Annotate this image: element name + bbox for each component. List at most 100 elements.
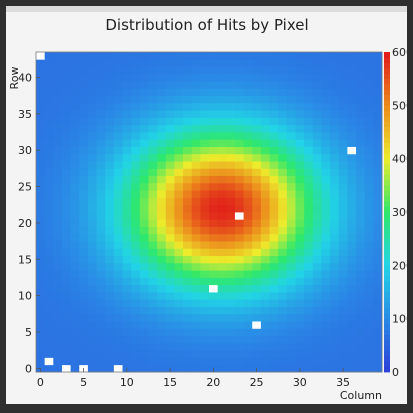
heatmap-cell: [157, 102, 167, 111]
heatmap-cell: [70, 110, 80, 118]
heatmap-cell: [183, 52, 193, 60]
heatmap-cell: [252, 204, 262, 213]
heatmap-cell: [364, 219, 374, 227]
heatmap-cell: [312, 350, 322, 358]
heatmap-cell: [191, 52, 201, 60]
heatmap-cell: [131, 66, 141, 75]
heatmap-cell: [87, 81, 97, 89]
heatmap-cell: [373, 73, 383, 82]
heatmap-cell: [70, 299, 80, 307]
heatmap-cell: [373, 212, 383, 220]
heatmap-cell: [191, 59, 201, 67]
heatmap-cell: [36, 110, 46, 118]
heatmap-cell: [44, 175, 54, 184]
heatmap-cell: [209, 146, 219, 155]
heatmap-cell: [209, 241, 219, 249]
heatmap-cell: [260, 102, 270, 111]
heatmap-cell: [191, 132, 201, 140]
heatmap-cell: [148, 262, 158, 271]
heatmap-cell: [312, 299, 322, 307]
heatmap-cell: [174, 262, 184, 271]
heatmap-cell: [295, 284, 305, 293]
heatmap-cell: [96, 73, 106, 82]
heatmap-cell: [321, 212, 331, 220]
heatmap-cell: [217, 226, 227, 235]
heatmap-cell: [131, 204, 141, 213]
heatmap-cell: [217, 182, 227, 191]
heatmap-cell: [139, 175, 149, 184]
colorbar-segment: [384, 196, 390, 202]
heatmap-cell: [226, 284, 236, 293]
heatmap-cell: [53, 161, 63, 169]
heatmap-cell: [252, 292, 262, 300]
heatmap-cell: [148, 132, 158, 140]
heatmap-cell: [148, 219, 158, 227]
heatmap-cell: [373, 364, 383, 373]
heatmap-cell: [252, 321, 262, 329]
heatmap-cell: [87, 168, 97, 177]
heatmap-cell: [209, 219, 219, 227]
heatmap-cell: [243, 219, 253, 227]
heatmap-cell: [304, 52, 314, 60]
heatmap-cell: [105, 66, 115, 75]
heatmap-cell: [113, 204, 123, 213]
heatmap-cell: [157, 73, 167, 82]
heatmap-cell: [174, 117, 184, 126]
heatmap-cell: [347, 102, 357, 111]
heatmap-cell: [356, 175, 366, 184]
heatmap-cell: [191, 328, 201, 337]
heatmap-cell: [243, 335, 253, 344]
heatmap-cell: [165, 262, 175, 271]
heatmap-cell: [200, 81, 210, 89]
heatmap-cell: [183, 190, 193, 198]
heatmap-cell: [165, 248, 175, 257]
colorbar-tick-label: 2000: [392, 259, 407, 272]
heatmap-cell: [304, 350, 314, 358]
heatmap-cell: [174, 350, 184, 358]
heatmap-cell: [122, 88, 132, 97]
heatmap-cell: [87, 248, 97, 257]
heatmap-cell: [356, 102, 366, 111]
heatmap-cell: [217, 73, 227, 82]
heatmap-cell: [44, 212, 54, 220]
heatmap-cell: [269, 292, 279, 300]
heatmap-cell: [373, 335, 383, 344]
heatmap-cell: [347, 364, 357, 373]
heatmap-cell: [347, 284, 357, 293]
heatmap-cell: [148, 146, 158, 155]
heatmap-cell: [312, 124, 322, 133]
heatmap-cell: [295, 190, 305, 198]
heatmap-cell: [312, 146, 322, 155]
heatmap-cell: [96, 124, 106, 133]
heatmap-cell: [373, 88, 383, 97]
heatmap-cell: [87, 175, 97, 184]
heatmap-cell: [209, 161, 219, 169]
heatmap-cell: [234, 262, 244, 271]
heatmap-cell: [226, 146, 236, 155]
heatmap-cell: [105, 357, 115, 366]
colorbar-segment: [384, 324, 390, 330]
heatmap-cell: [131, 168, 141, 177]
heatmap-cell: [269, 102, 279, 111]
heatmap-cell: [330, 248, 340, 257]
heatmap-cell: [260, 204, 270, 213]
heatmap-cell: [347, 299, 357, 307]
heatmap-cell: [226, 321, 236, 329]
heatmap-cell: [260, 248, 270, 257]
heatmap-cell: [356, 146, 366, 155]
heatmap-cell: [79, 66, 89, 75]
heatmap-cell: [191, 95, 201, 104]
heatmap-cell: [36, 306, 46, 315]
heatmap-cell: [165, 102, 175, 111]
heatmap-cell: [200, 219, 210, 227]
heatmap-cell: [183, 95, 193, 104]
heatmap-cell: [260, 342, 270, 351]
heatmap-cell: [87, 117, 97, 126]
heatmap-cell: [53, 270, 63, 278]
heatmap-cell: [131, 73, 141, 82]
heatmap-cell: [373, 175, 383, 184]
heatmap-cell: [338, 95, 348, 104]
heatmap-cell: [278, 175, 288, 184]
heatmap-cell: [330, 175, 340, 184]
heatmap-cell: [61, 364, 71, 373]
